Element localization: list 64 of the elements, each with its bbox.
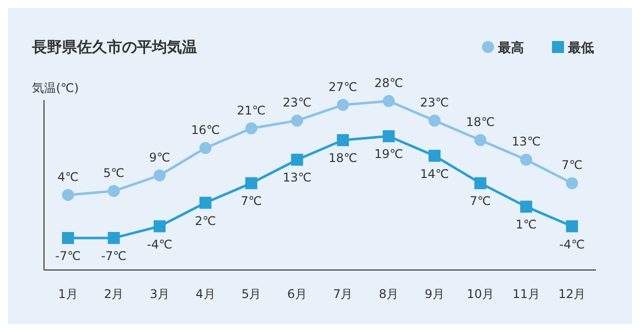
x-tick-label: 3月 bbox=[150, 287, 170, 301]
point bbox=[108, 185, 120, 198]
point bbox=[245, 122, 258, 134]
x-tick-label: 12月 bbox=[558, 287, 586, 301]
legend-label: 最低 bbox=[567, 41, 594, 56]
data-label: 28℃ bbox=[374, 76, 404, 90]
data-label: 18℃ bbox=[328, 151, 358, 166]
x-tick-label: 2月 bbox=[104, 287, 124, 301]
data-label: 16℃ bbox=[191, 122, 220, 137]
legend-label: 最高 bbox=[497, 40, 524, 56]
x-tick-label: 9月 bbox=[424, 287, 444, 301]
point bbox=[520, 200, 532, 213]
data-label: 13℃ bbox=[282, 170, 312, 185]
data-label: 21℃ bbox=[236, 103, 266, 118]
data-label: 5℃ bbox=[103, 166, 124, 180]
point bbox=[474, 177, 486, 190]
point bbox=[382, 130, 395, 142]
point bbox=[566, 177, 578, 190]
data-label: 19℃ bbox=[374, 147, 404, 162]
point bbox=[520, 154, 532, 166]
x-tick-label: 4月 bbox=[196, 287, 216, 301]
x-tick-label: 5月 bbox=[241, 287, 262, 301]
data-label: 9℃ bbox=[149, 150, 170, 164]
point bbox=[566, 220, 578, 232]
data-label: 1℃ bbox=[516, 218, 537, 232]
x-tick-label: 11月 bbox=[512, 287, 540, 301]
point bbox=[336, 98, 349, 111]
point bbox=[199, 196, 212, 209]
data-label: 23℃ bbox=[420, 96, 449, 110]
data-label: -7℃ bbox=[55, 249, 81, 263]
data-label: 7℃ bbox=[470, 194, 491, 208]
point bbox=[154, 169, 166, 182]
point bbox=[108, 232, 120, 244]
data-label: 4℃ bbox=[57, 170, 79, 184]
point bbox=[245, 177, 258, 190]
data-label: -4℃ bbox=[559, 237, 585, 252]
data-label: -7℃ bbox=[101, 249, 127, 263]
data-label: 2℃ bbox=[194, 214, 216, 228]
point bbox=[291, 114, 304, 127]
point bbox=[199, 142, 212, 154]
x-tick-label: 1月 bbox=[58, 287, 78, 301]
point bbox=[291, 154, 304, 166]
point bbox=[154, 220, 166, 232]
data-label: 13℃ bbox=[512, 134, 541, 149]
data-label: 7℃ bbox=[240, 194, 262, 208]
x-tick-label: 7月 bbox=[333, 287, 353, 301]
point bbox=[474, 134, 486, 146]
y-axis-title: 気温(℃) bbox=[32, 81, 79, 95]
x-tick-label: 6月 bbox=[287, 287, 307, 301]
point bbox=[382, 95, 395, 107]
x-tick-label: 10月 bbox=[466, 287, 494, 301]
point bbox=[428, 150, 441, 162]
point bbox=[62, 232, 74, 244]
chart-title: 長野県佐久市の平均気温 bbox=[31, 38, 197, 56]
data-label: 27℃ bbox=[328, 80, 358, 94]
point bbox=[62, 188, 74, 201]
data-label: 18℃ bbox=[466, 115, 495, 130]
data-label: 14℃ bbox=[420, 166, 449, 181]
x-tick-label: 8月 bbox=[378, 287, 399, 301]
data-label: 7℃ bbox=[561, 158, 583, 172]
point bbox=[428, 114, 441, 127]
point bbox=[336, 134, 349, 146]
data-label: 23℃ bbox=[282, 96, 312, 110]
data-label: -4℃ bbox=[146, 237, 172, 252]
